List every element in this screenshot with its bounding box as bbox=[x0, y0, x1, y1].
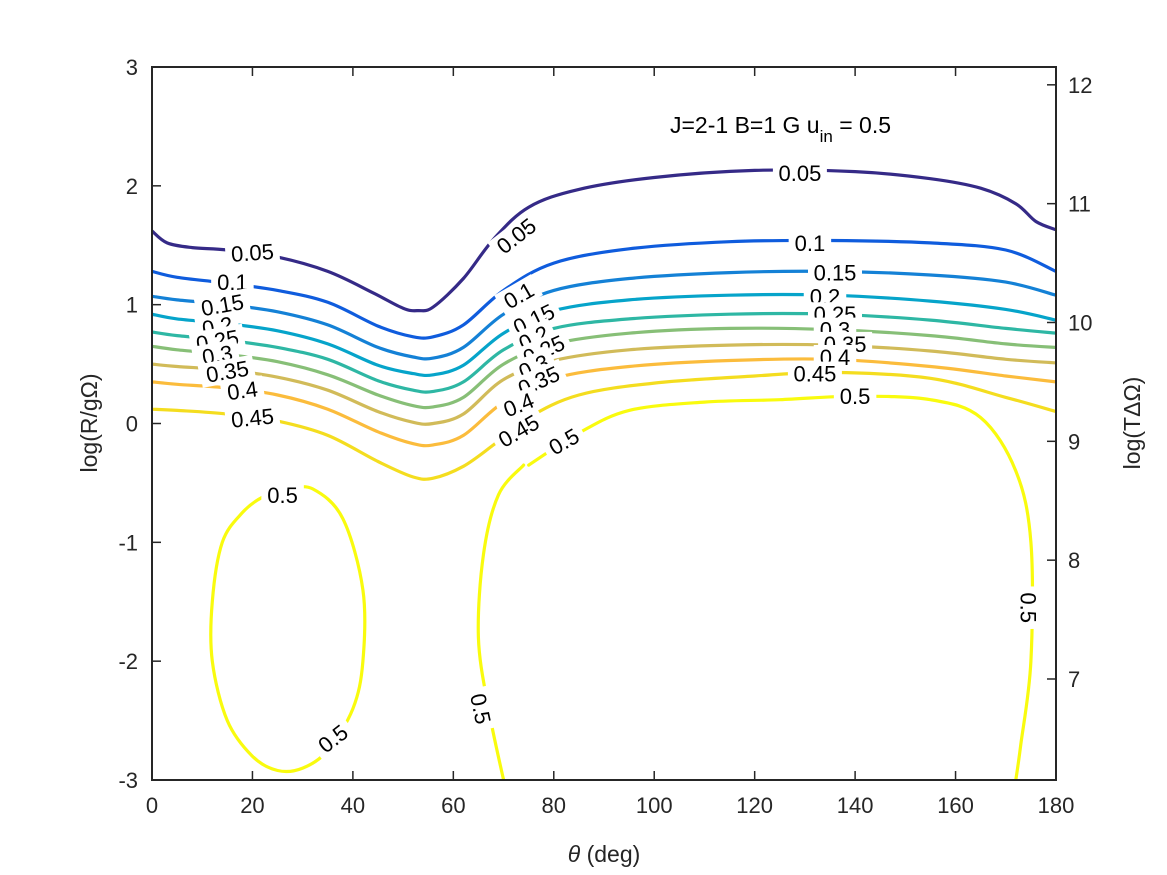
contour-label-015: 0.15 bbox=[814, 261, 857, 286]
x-tick-label: 160 bbox=[937, 793, 974, 818]
x-tick-label: 0 bbox=[146, 793, 158, 818]
x-tick-label: 20 bbox=[240, 793, 264, 818]
contour-label-bg bbox=[224, 238, 281, 267]
y-tick-label: 0 bbox=[126, 412, 138, 437]
y-axis-ticks: -3 -2 -1 0 1 2 3 bbox=[118, 55, 161, 793]
contour-label-bg bbox=[539, 420, 589, 463]
x-tick-label: 60 bbox=[441, 793, 465, 818]
y2-tick-label: 7 bbox=[1068, 667, 1080, 692]
x-tick-label: 180 bbox=[1038, 793, 1075, 818]
contour-line-03-5 bbox=[152, 326, 1056, 410]
contour-label-bg bbox=[772, 160, 827, 185]
contour-label-group: 0.4 bbox=[219, 375, 266, 406]
y2-tick-label: 8 bbox=[1068, 548, 1080, 573]
x-tick-label: 120 bbox=[736, 793, 773, 818]
y-tick-label: -1 bbox=[118, 530, 138, 555]
contour-line-05-9 bbox=[527, 394, 1035, 780]
y2-axis-ticks: 7 8 9 10 11 12 bbox=[1047, 73, 1092, 692]
contour-label-group: 0.15 bbox=[808, 260, 862, 286]
contour-label-group: 0.5 bbox=[261, 482, 304, 508]
contour-label-group: 0.45 bbox=[224, 402, 281, 433]
contour-label-045: 0.45 bbox=[793, 362, 836, 387]
contour-label-bg bbox=[494, 385, 543, 424]
y2-tick-label: 10 bbox=[1068, 310, 1092, 335]
y2-tick-label: 11 bbox=[1068, 192, 1091, 217]
contour-line-04-7 bbox=[152, 357, 1056, 448]
x-axis-ticks: 0 20 40 60 80 100 120 140 160 180 bbox=[146, 67, 1074, 818]
contour-label-bg bbox=[487, 209, 545, 262]
x-axis-title: θ (deg) bbox=[568, 841, 641, 867]
y-tick-label: -3 bbox=[118, 768, 138, 793]
contour-line-05-11 bbox=[209, 485, 367, 774]
contour-line-025-4 bbox=[152, 311, 1056, 394]
contour-label-group: 0.5 bbox=[1015, 586, 1041, 629]
contour-label-bg bbox=[788, 230, 832, 255]
contour-label-01: 0.1 bbox=[795, 231, 826, 256]
x-tick-label: 100 bbox=[636, 793, 673, 818]
contour-label-05: 0.5 bbox=[267, 483, 298, 508]
contour-label-group: 0.1 bbox=[788, 230, 832, 256]
parameter-annotation: J=2-1 B=1 G uin = 0.5 bbox=[670, 112, 891, 146]
contour-line-01-1 bbox=[152, 238, 1056, 340]
contour-label-bg bbox=[193, 288, 251, 322]
contour-label-005: 0.05 bbox=[778, 161, 821, 186]
x-tick-label: 40 bbox=[341, 793, 365, 818]
y-tick-label: -2 bbox=[118, 649, 138, 674]
contour-label-05: 0.5 bbox=[465, 691, 496, 726]
contour-label-bg bbox=[787, 361, 842, 386]
contour-label-bg bbox=[504, 296, 564, 342]
contour-label-bg bbox=[464, 685, 498, 732]
y-tick-label: 2 bbox=[126, 174, 138, 199]
contour-label-group: 0.45 bbox=[787, 361, 842, 387]
contour-label-05: 0.5 bbox=[840, 384, 871, 409]
contour-line-035-6 bbox=[152, 342, 1056, 426]
contour-label-group: 0.5 bbox=[464, 685, 498, 732]
contour-label-bg bbox=[833, 384, 877, 409]
contour-label-bg bbox=[219, 375, 266, 406]
contour-label-bg bbox=[224, 402, 281, 433]
contour-label-group: 0.05 bbox=[772, 160, 827, 186]
contour-labels: 0.05 0.050.050.1 0.10.10.15 0.150.150.2 0.20… bbox=[188, 160, 1041, 761]
contour-label-045: 0.45 bbox=[230, 403, 275, 432]
contour-line-015-2 bbox=[152, 269, 1056, 361]
contour-label-bg bbox=[261, 482, 304, 507]
contour-label-bg bbox=[494, 274, 544, 317]
contour-label-04: 0.4 bbox=[226, 376, 260, 405]
y-tick-label: 3 bbox=[126, 55, 138, 80]
y2-axis-title: log(TΔΩ) bbox=[1119, 377, 1145, 470]
y-tick-label: 1 bbox=[126, 293, 138, 318]
contour-label-05: 0.5 bbox=[1015, 592, 1040, 623]
contour-label-bg bbox=[1016, 586, 1041, 629]
x-tick-label: 80 bbox=[542, 793, 566, 818]
y-axis-title: log(R/gΩ) bbox=[76, 374, 102, 473]
contour-label-group: 0.05 bbox=[224, 238, 281, 267]
contour-label-bg bbox=[489, 406, 548, 455]
y2-tick-label: 12 bbox=[1068, 73, 1092, 98]
contour-label-bg bbox=[308, 715, 357, 761]
contour-label-bg bbox=[808, 260, 862, 285]
contour-label-group: 0.5 bbox=[833, 384, 877, 409]
y2-tick-label: 9 bbox=[1068, 429, 1080, 454]
contour-label-group: 0.35 bbox=[818, 331, 873, 357]
x-tick-label: 140 bbox=[837, 793, 874, 818]
contour-line-02-3 bbox=[152, 292, 1056, 378]
contour-label-005: 0.05 bbox=[230, 239, 274, 267]
